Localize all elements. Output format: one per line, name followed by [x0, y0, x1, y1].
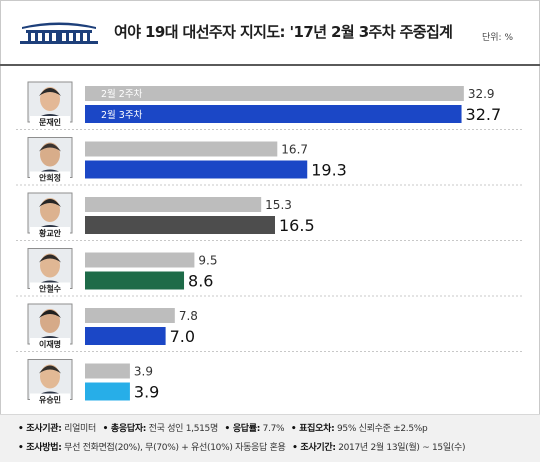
- face-shape: [40, 198, 60, 222]
- hair-shape: [39, 199, 61, 207]
- hair-shape: [39, 254, 61, 263]
- bar-label-prev-week: 3.9: [134, 365, 153, 379]
- bullet-separator: •: [224, 424, 233, 434]
- survey-info-key: 표집오차:: [299, 424, 335, 434]
- survey-info-value: 95% 신뢰수준 ±2.5%p: [334, 424, 428, 434]
- legend-curr-week: 2월 3주차: [101, 109, 143, 121]
- candidate-name: 이재명: [39, 339, 61, 349]
- face-shape: [40, 253, 60, 278]
- bar-label-prev-week: 9.5: [198, 254, 217, 268]
- candidate-name-tag: [30, 282, 70, 294]
- bullet-separator: •: [18, 424, 27, 434]
- candidate-name-tag: [30, 171, 70, 183]
- candidate-name-tag: [30, 338, 70, 349]
- bar-curr-week: [85, 105, 462, 123]
- bar-prev-week: [85, 363, 130, 379]
- blue-house-logo-icon: [20, 22, 98, 44]
- bar-prev-week: [85, 252, 195, 268]
- bar-curr-week: [85, 327, 166, 345]
- hair-shape: [39, 143, 61, 152]
- survey-info-line-1: • 조사기관: 리얼미터 • 총응답자: 전국 성인 1,515명 • 응답률:…: [18, 421, 428, 434]
- survey-info-value: 무선 전화면접(20%), 무(70%) + 유선(10%) 자동응답 혼용: [61, 443, 289, 453]
- bar-curr-week: [85, 382, 130, 401]
- legend-prev-week: 2월 2주차: [101, 88, 143, 100]
- bar-label-curr-week: 16.5: [279, 216, 315, 235]
- bar-prev-week: [85, 141, 278, 157]
- survey-info-line-2: • 조사방법: 무선 전화면접(20%), 무(70%) + 유선(10%) 자…: [18, 440, 466, 453]
- chart-title: 여야 19대 대선주자 지지도: '17년 2월 3주차 주중집계: [114, 23, 453, 41]
- unit-label: 단위: %: [482, 33, 514, 43]
- bullet-separator: •: [18, 443, 27, 453]
- bar-curr-week: [85, 160, 308, 179]
- candidate-name: 안철수: [39, 284, 62, 294]
- survey-info-key: 조사방법:: [26, 443, 62, 453]
- candidate-name: 유승민: [39, 395, 61, 405]
- bar-label-prev-week: 16.7: [281, 143, 308, 157]
- bar-label-curr-week: 19.3: [311, 161, 347, 180]
- bar-label-curr-week: 8.6: [188, 272, 213, 291]
- bar-label-curr-week: 32.7: [466, 105, 502, 124]
- bar-label-prev-week: 15.3: [265, 198, 292, 212]
- bar-label-curr-week: 3.9: [134, 383, 159, 402]
- survey-info-value: 리얼미터: [61, 424, 99, 434]
- candidate-name-tag: [30, 116, 70, 127]
- bar-label-curr-week: 7.0: [170, 327, 195, 346]
- survey-info-key: 총응답자:: [110, 424, 147, 434]
- bullet-separator: •: [102, 424, 111, 434]
- chart-header: 여야 19대 대선주자 지지도: '17년 2월 3주차 주중집계 단위: %: [0, 0, 540, 66]
- bullet-separator: •: [292, 443, 301, 453]
- hair-shape: [39, 310, 61, 318]
- bar-prev-week: [85, 86, 464, 101]
- bullet-separator: •: [290, 424, 300, 434]
- candidate-name: 문재인: [39, 117, 61, 127]
- face-shape: [40, 87, 60, 111]
- survey-info-value: 전국 성인 1,515명: [146, 424, 221, 434]
- bar-prev-week: [85, 308, 175, 323]
- bar-label-prev-week: 7.8: [179, 309, 198, 323]
- hair-shape: [39, 365, 61, 374]
- survey-info-key: 응답률:: [232, 424, 261, 434]
- survey-info-key: 조사기간:: [300, 443, 336, 453]
- survey-info-key: 조사기관:: [26, 424, 62, 434]
- face-shape: [40, 364, 60, 389]
- face-shape: [40, 142, 60, 167]
- bar-label-prev-week: 32.9: [468, 87, 495, 101]
- candidate-name-tag: [30, 227, 70, 238]
- hair-shape: [39, 88, 61, 96]
- bar-curr-week: [85, 216, 275, 234]
- face-shape: [40, 309, 60, 333]
- bar-prev-week: [85, 197, 262, 212]
- survey-info-value: 2017년 2월 13일(월) ~ 15일(수): [335, 443, 466, 453]
- candidate-name: 안희정: [39, 173, 61, 183]
- survey-info-value: 7.7%: [260, 424, 287, 434]
- bar-curr-week: [85, 271, 185, 290]
- survey-footer: • 조사기관: 리얼미터 • 총응답자: 전국 성인 1,515명 • 응답률:…: [0, 414, 540, 462]
- candidate-name-tag: [30, 393, 70, 405]
- candidate-name: 황교안: [39, 228, 62, 238]
